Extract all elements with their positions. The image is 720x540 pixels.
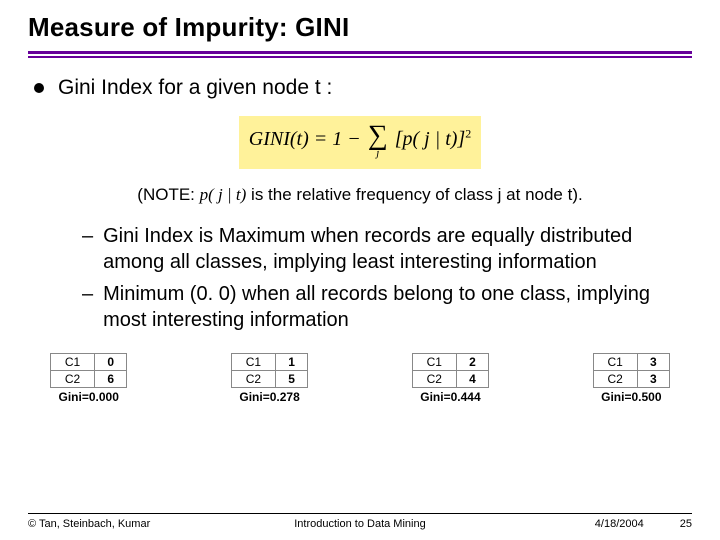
formula-exp: 2 bbox=[465, 126, 471, 140]
formula-one: 1 bbox=[332, 128, 342, 150]
footer-title: Introduction to Data Mining bbox=[249, 518, 470, 530]
footer-rule bbox=[28, 513, 692, 515]
table-row: C24 bbox=[412, 371, 488, 388]
table-row: C10 bbox=[51, 354, 127, 371]
cell-value: 1 bbox=[275, 354, 307, 371]
mini-table: C10 C26 Gini=0.000 bbox=[50, 353, 127, 405]
cell-label: C1 bbox=[231, 354, 275, 371]
bullet-dot-icon bbox=[34, 83, 44, 93]
dash-text: Minimum (0. 0) when all records belong t… bbox=[103, 281, 692, 333]
dash-list: – Gini Index is Maximum when records are… bbox=[82, 223, 692, 333]
cell-label: C1 bbox=[593, 354, 637, 371]
footer: © Tan, Steinbach, Kumar Introduction to … bbox=[28, 513, 692, 531]
cell-value: 0 bbox=[95, 354, 127, 371]
cell-value: 4 bbox=[456, 371, 488, 388]
mini-table: C11 C25 Gini=0.278 bbox=[231, 353, 308, 405]
gini-row: Gini=0.000 bbox=[51, 388, 127, 406]
cell-value: 3 bbox=[637, 354, 669, 371]
dash-item: – Gini Index is Maximum when records are… bbox=[82, 223, 692, 275]
dash-item: – Minimum (0. 0) when all records belong… bbox=[82, 281, 692, 333]
formula-container: GINI(t) = 1 − ∑ j [p( j | t)]2 bbox=[28, 116, 692, 169]
note-suffix: is the relative frequency of class j at … bbox=[246, 185, 582, 204]
bullet-text: Gini Index for a given node t : bbox=[58, 76, 332, 100]
cell-value: 6 bbox=[95, 371, 127, 388]
footer-row: © Tan, Steinbach, Kumar Introduction to … bbox=[28, 518, 692, 530]
gini-label: Gini=0.444 bbox=[412, 388, 488, 406]
cell-value: 5 bbox=[275, 371, 307, 388]
table-row: C25 bbox=[231, 371, 307, 388]
cell-value: 3 bbox=[637, 371, 669, 388]
gini-label: Gini=0.500 bbox=[593, 388, 669, 406]
cell-value: 2 bbox=[456, 354, 488, 371]
cell-label: C1 bbox=[51, 354, 95, 371]
content-area: Gini Index for a given node t : GINI(t) … bbox=[28, 76, 692, 405]
table-row: C23 bbox=[593, 371, 669, 388]
gini-row: Gini=0.278 bbox=[231, 388, 307, 406]
cell-label: C2 bbox=[593, 371, 637, 388]
mini-table-block: C13 C23 Gini=0.500 bbox=[593, 353, 670, 405]
formula-minus: − bbox=[347, 128, 361, 150]
note-pjit: p( j | t) bbox=[200, 185, 247, 204]
note-line: (NOTE: p( j | t) is the relative frequen… bbox=[28, 185, 692, 205]
title-rule bbox=[28, 51, 692, 58]
tables-row: C10 C26 Gini=0.000 C11 C25 Gini=0.278 C1… bbox=[50, 353, 670, 405]
gini-formula: GINI(t) = 1 − ∑ j [p( j | t)]2 bbox=[239, 116, 481, 169]
dash-text: Gini Index is Maximum when records are e… bbox=[103, 223, 692, 275]
slide-title: Measure of Impurity: GINI bbox=[28, 12, 692, 43]
formula-lhs: GINI bbox=[249, 128, 290, 150]
slide: Measure of Impurity: GINI Gini Index for… bbox=[0, 0, 720, 540]
mini-table: C12 C24 Gini=0.444 bbox=[412, 353, 489, 405]
formula-arg: (t) bbox=[290, 128, 309, 150]
gini-label: Gini=0.278 bbox=[231, 388, 307, 406]
gini-row: Gini=0.444 bbox=[412, 388, 488, 406]
formula-eq: = bbox=[314, 128, 328, 150]
cell-label: C1 bbox=[412, 354, 456, 371]
cell-label: C2 bbox=[231, 371, 275, 388]
dash-icon: – bbox=[82, 281, 93, 333]
table-row: C12 bbox=[412, 354, 488, 371]
formula-inside: [p( j | t)] bbox=[395, 128, 466, 150]
note-prefix: (NOTE: bbox=[137, 185, 199, 204]
cell-label: C2 bbox=[412, 371, 456, 388]
table-row: C13 bbox=[593, 354, 669, 371]
footer-page: 25 bbox=[680, 518, 692, 530]
footer-right: 4/18/2004 25 bbox=[471, 518, 692, 530]
mini-table-block: C12 C24 Gini=0.444 bbox=[412, 353, 489, 405]
dash-icon: – bbox=[82, 223, 93, 275]
mini-table-block: C10 C26 Gini=0.000 bbox=[50, 353, 127, 405]
cell-label: C2 bbox=[51, 371, 95, 388]
sigma-icon: ∑ j bbox=[368, 122, 388, 159]
bullet-item: Gini Index for a given node t : bbox=[34, 76, 692, 100]
mini-table-block: C11 C25 Gini=0.278 bbox=[231, 353, 308, 405]
gini-row: Gini=0.500 bbox=[593, 388, 669, 406]
table-row: C11 bbox=[231, 354, 307, 371]
mini-table: C13 C23 Gini=0.500 bbox=[593, 353, 670, 405]
footer-date: 4/18/2004 bbox=[595, 518, 644, 530]
table-row: C26 bbox=[51, 371, 127, 388]
footer-copyright: © Tan, Steinbach, Kumar bbox=[28, 518, 249, 530]
gini-label: Gini=0.000 bbox=[51, 388, 127, 406]
